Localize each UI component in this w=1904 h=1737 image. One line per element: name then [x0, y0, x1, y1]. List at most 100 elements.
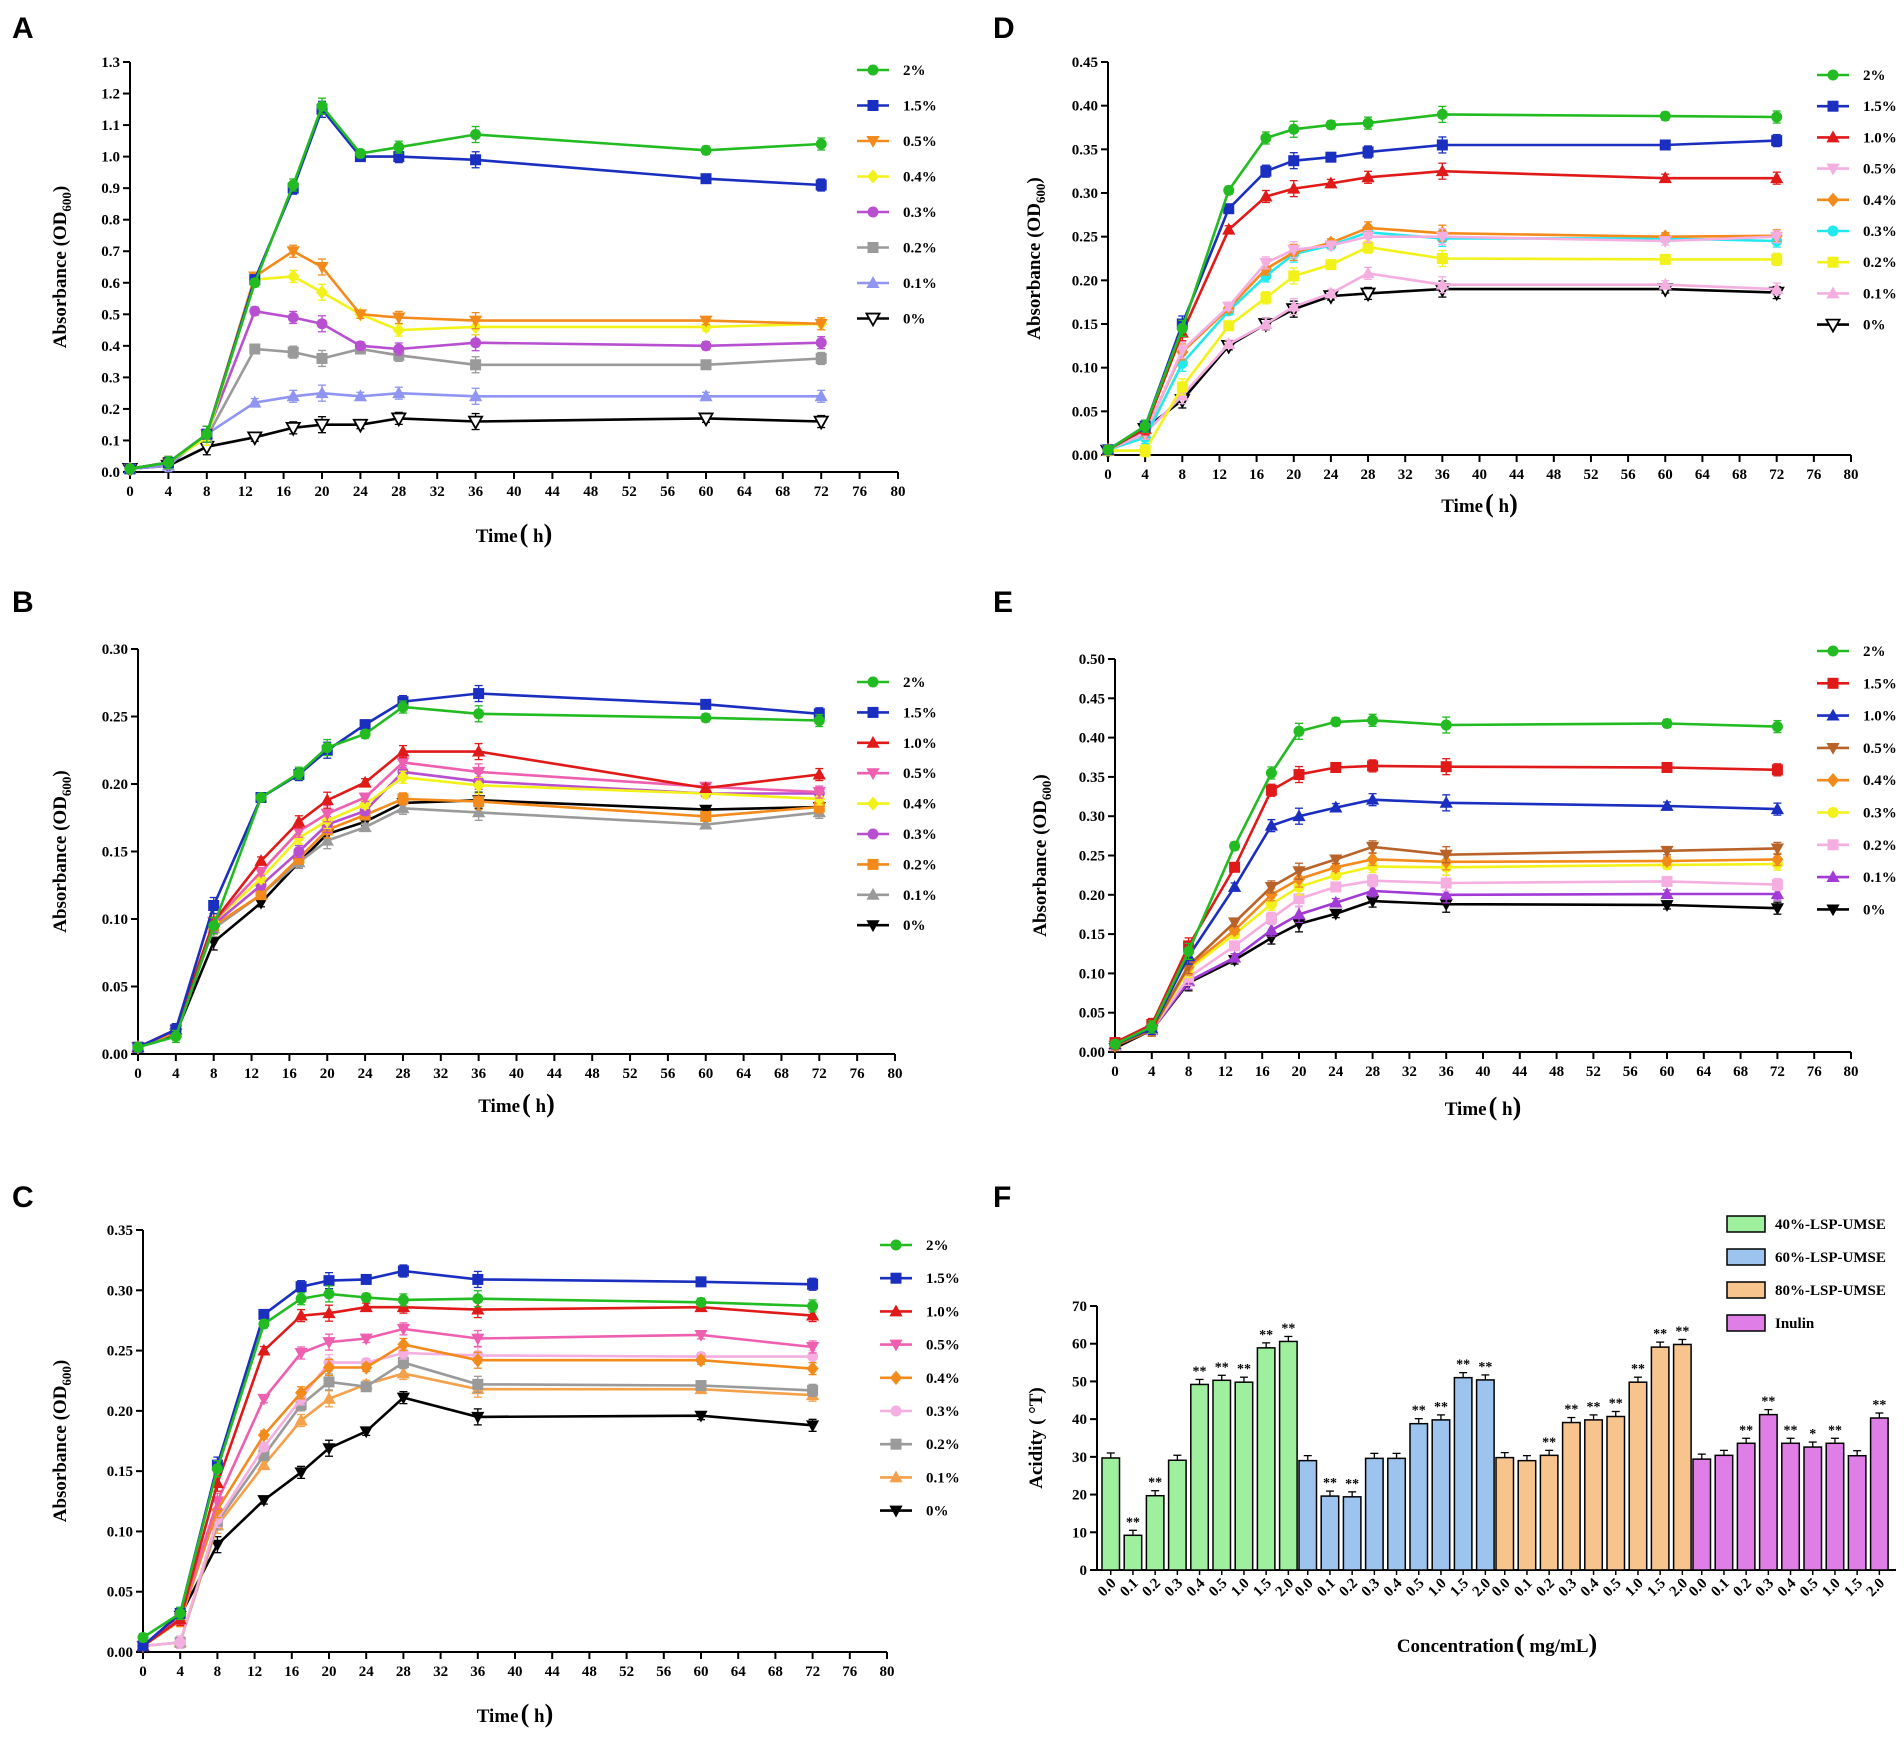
data-point: [1260, 292, 1272, 304]
legend-marker: [1826, 163, 1840, 176]
y-axis-label: Absorbance (OD600): [50, 1360, 74, 1523]
data-point: [1660, 853, 1674, 869]
x-tick-label: 4: [172, 1066, 180, 1082]
data-point: [1223, 203, 1235, 215]
y-tick-label: 0.3: [101, 370, 120, 386]
data-point: [695, 1276, 707, 1288]
data-point: [1661, 761, 1673, 773]
data-point: [812, 787, 826, 799]
data-point: [295, 1281, 307, 1293]
legend-label: 2%: [903, 63, 926, 79]
bar: [1539, 1454, 1559, 1571]
x-tick-label: 0.4: [1184, 1575, 1209, 1600]
x-tick-label: 76: [1806, 467, 1822, 483]
x-tick-label: 4: [176, 1664, 184, 1680]
bar: [1561, 1421, 1581, 1571]
legend-marker: [889, 1505, 903, 1518]
data-point: [323, 1376, 335, 1388]
x-tick-label: 64: [737, 484, 753, 500]
x-tick-label: 72: [805, 1664, 820, 1680]
data-point: [700, 810, 712, 822]
data-point: [397, 1357, 409, 1369]
x-tick-label: 36: [471, 1066, 487, 1082]
x-tick-label: 60: [698, 1066, 713, 1082]
data-point: [467, 415, 484, 431]
legend-label: 0.3%: [1863, 806, 1897, 822]
data-point: [322, 1306, 336, 1319]
data-point: [697, 412, 715, 428]
x-tick-label: 80: [1844, 1064, 1859, 1080]
x-tick-label: 0.5: [1206, 1576, 1231, 1601]
x-tick-label: 1.0: [1228, 1576, 1253, 1601]
x-tick-label: 48: [1549, 1064, 1564, 1080]
significance-label: **: [1215, 1360, 1229, 1375]
legend-item: 0%: [1817, 902, 1886, 918]
x-tick-label: 56: [1623, 1064, 1639, 1080]
significance-label: **: [1281, 1321, 1295, 1336]
data-point: [1325, 119, 1337, 131]
data-point: [393, 343, 405, 355]
data-point: [396, 744, 410, 757]
significance-label: **: [1675, 1324, 1689, 1339]
data-point: [472, 744, 486, 757]
x-tick-label: 44: [545, 1664, 561, 1680]
x-tick-label: 20: [1286, 467, 1301, 483]
data-point: [174, 1636, 186, 1648]
legend-label: 0.4%: [903, 797, 937, 813]
data-point: [1660, 900, 1674, 912]
y-tick-label: 0.30: [102, 642, 128, 658]
x-tick-label: 12: [244, 1066, 259, 1082]
legend-marker: [1827, 100, 1839, 112]
significance-label: **: [1587, 1400, 1601, 1415]
y-tick-label: 0.20: [1072, 273, 1098, 289]
data-point: [1366, 852, 1379, 867]
legend-item: 2%: [880, 1238, 949, 1254]
data-point: [396, 770, 409, 785]
data-point: [1176, 322, 1188, 334]
x-tick-label: 4: [165, 484, 173, 500]
series-2%: [137, 1285, 819, 1644]
x-axis-label: Time( h): [1445, 1092, 1522, 1121]
data-point: [1329, 908, 1343, 921]
x-tick-label: 40: [508, 1664, 523, 1680]
data-point: [132, 1041, 144, 1053]
bar: [1190, 1383, 1210, 1571]
data-point: [472, 766, 486, 779]
legend-marker: [867, 706, 879, 718]
bar: [1714, 1454, 1734, 1571]
legend-label: 0%: [1863, 318, 1886, 334]
legend-item: 2%: [857, 675, 926, 691]
data-point: [360, 1360, 373, 1375]
data-point: [471, 1302, 485, 1315]
data-point: [1361, 266, 1375, 279]
data-point: [1183, 945, 1195, 957]
x-tick-label: 32: [1398, 467, 1413, 483]
y-tick-label: 0.20: [102, 777, 128, 793]
data-point: [694, 1410, 708, 1423]
data-point: [1771, 852, 1784, 867]
bar: [1495, 1456, 1515, 1571]
series-0.4%: [136, 1337, 819, 1654]
data-point: [397, 1265, 409, 1277]
series-0%: [121, 411, 830, 478]
y-tick-label: 0.30: [1079, 809, 1105, 825]
data-point: [1139, 445, 1151, 457]
data-point: [137, 1632, 149, 1644]
x-tick-label: 8: [203, 484, 211, 500]
x-tick-label: 8: [214, 1664, 222, 1680]
bar: [1145, 1494, 1165, 1571]
data-point: [258, 1441, 270, 1453]
y-tick-label: 0.40: [1072, 99, 1098, 115]
data-point: [1222, 301, 1236, 314]
legend-marker: [1826, 904, 1840, 917]
legend-swatch: [1726, 1281, 1766, 1299]
data-point: [257, 1393, 271, 1406]
data-point: [1770, 231, 1784, 244]
x-tick-label: 72: [812, 1066, 827, 1082]
data-point: [353, 389, 367, 402]
x-tick-label: 36: [468, 484, 484, 500]
legend-item: 0.1%: [857, 276, 937, 292]
data-point: [358, 775, 372, 788]
significance-label: **: [1412, 1404, 1426, 1419]
x-tick-label: 4: [1141, 467, 1149, 483]
